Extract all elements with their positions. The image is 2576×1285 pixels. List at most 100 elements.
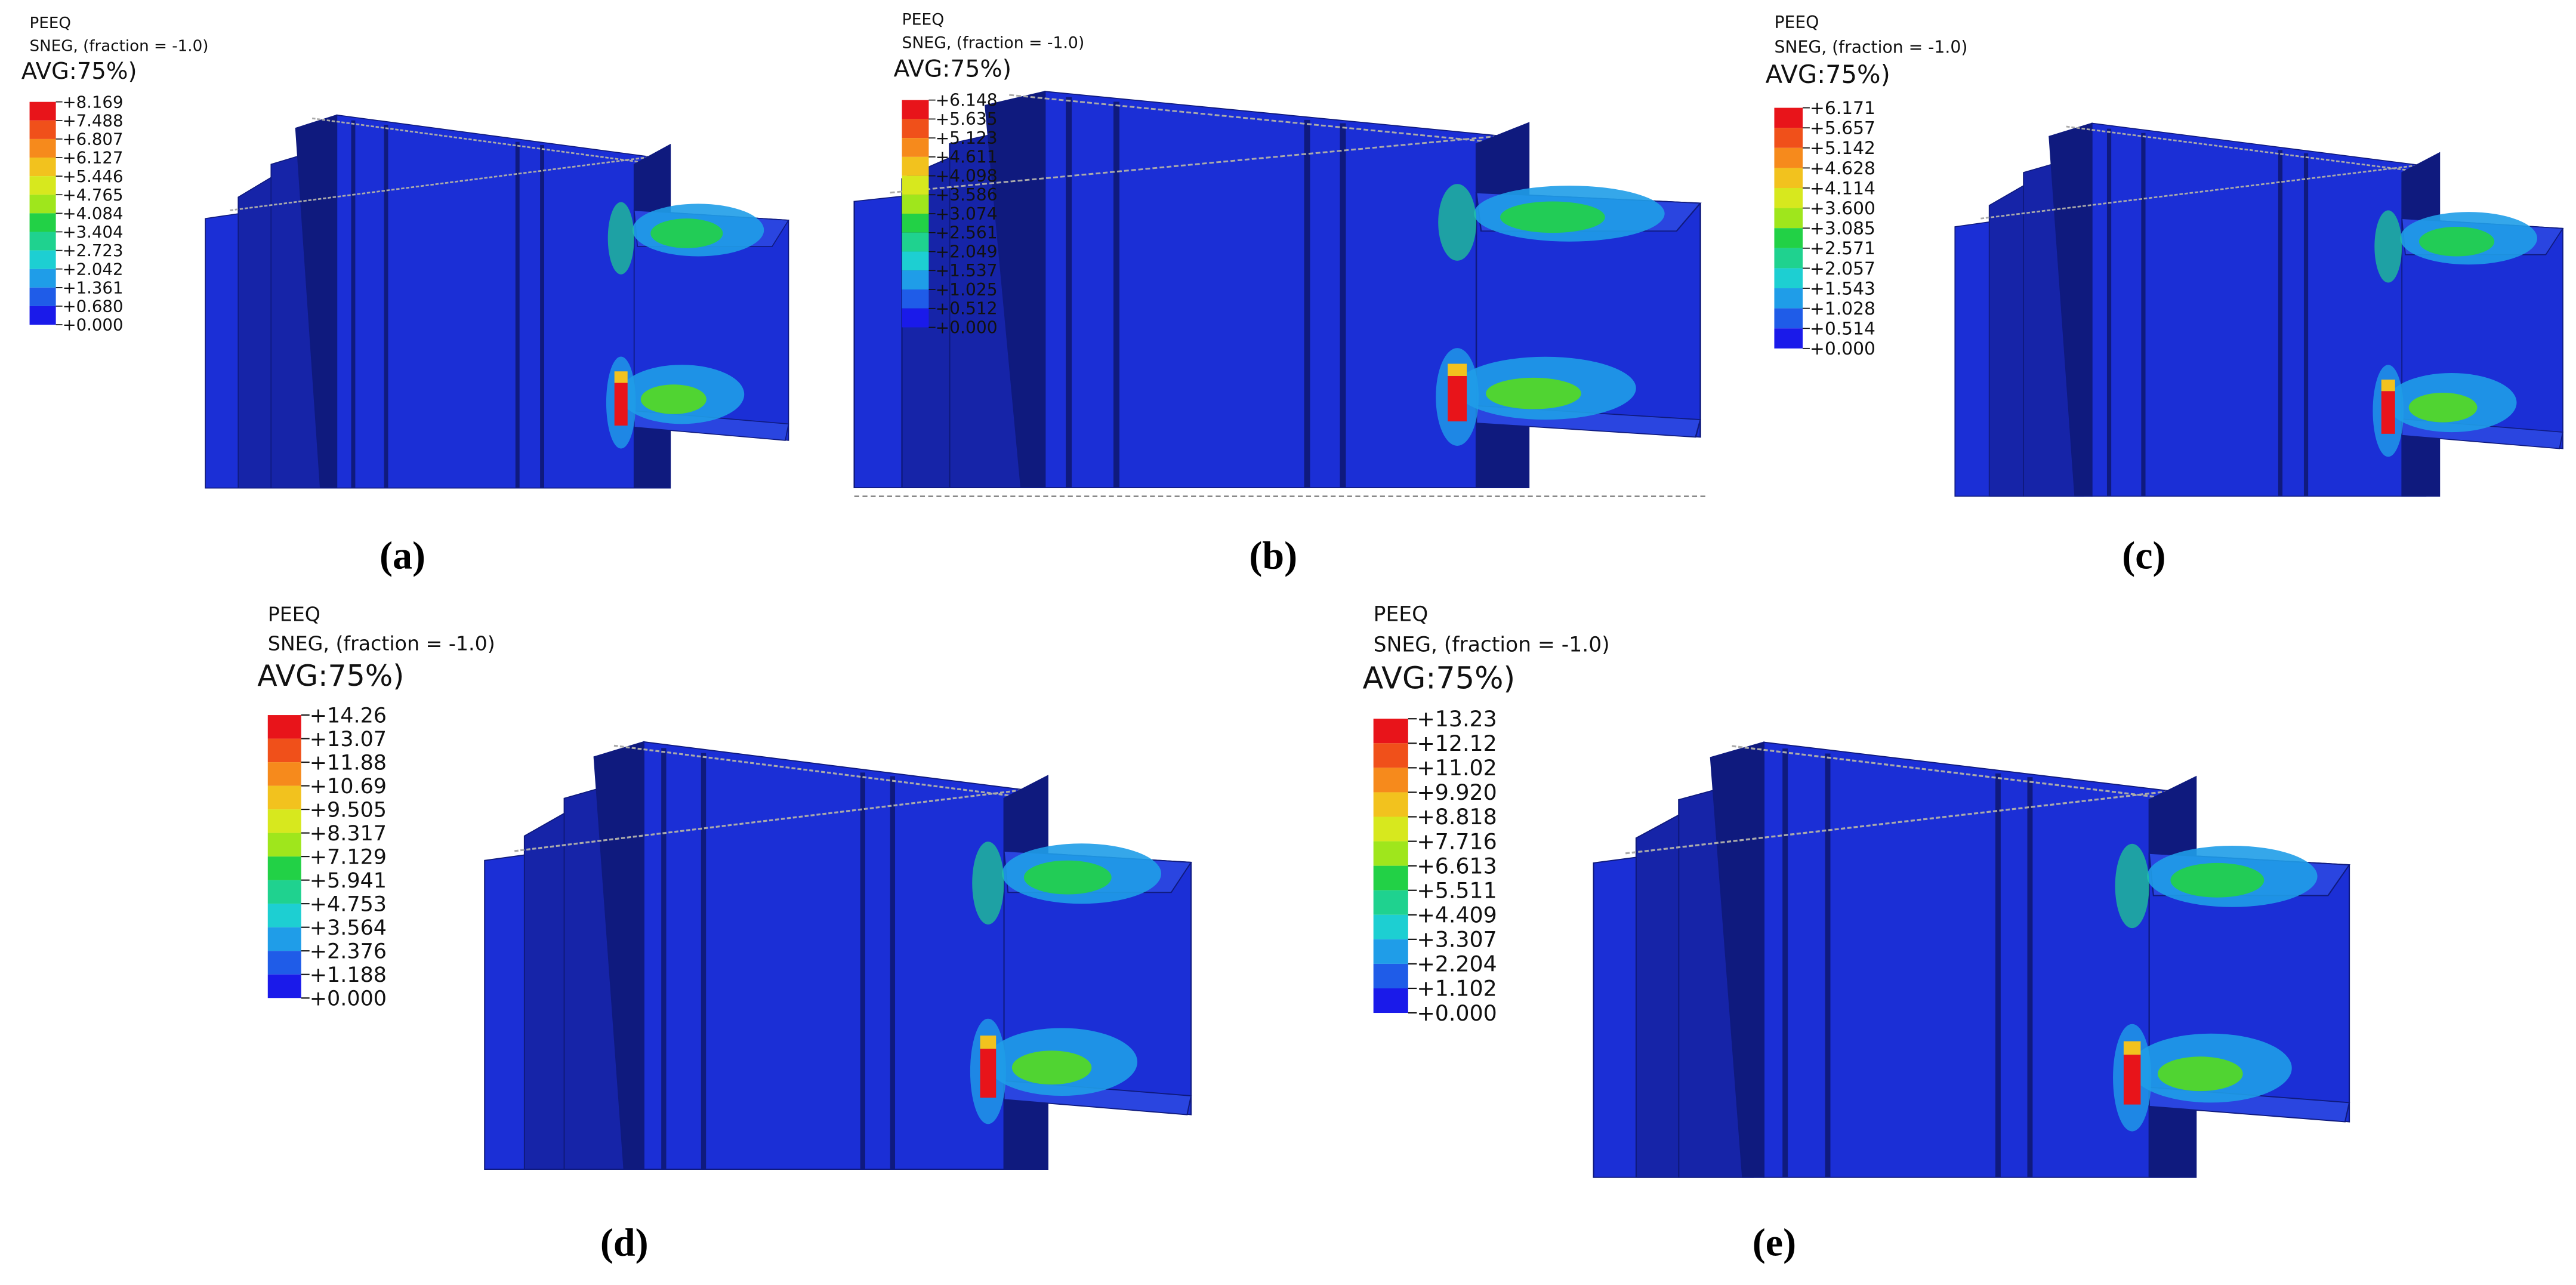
weld-line: [890, 134, 1510, 194]
contour: [2381, 379, 2395, 392]
legend-value: +0.000: [63, 316, 124, 335]
legend-value: +3.586: [936, 185, 998, 205]
legend-value: +7.129: [310, 845, 387, 869]
legend-bin: [902, 251, 929, 271]
panel-caption: (d): [600, 1221, 649, 1264]
legend-value: +2.057: [1810, 258, 1875, 279]
legend: PEEQ SNEG, (fraction = -1.0) AVG:75%) +8.16…: [21, 14, 209, 335]
legend-bin: [267, 738, 301, 763]
legend-bin: [267, 856, 301, 880]
legend-bin: [267, 809, 301, 833]
legend-bin: [1774, 248, 1803, 269]
weld-line: [514, 788, 1032, 852]
legend-bin: [29, 158, 56, 177]
legend-bin: [267, 904, 301, 927]
weld-line: [2066, 125, 2426, 174]
legend-value: +0.000: [936, 318, 998, 337]
legend-bin: [267, 833, 301, 857]
legend-value: +4.611: [936, 147, 998, 167]
panel-caption: (a): [380, 534, 425, 578]
fe-model: [205, 114, 789, 489]
legend-variable: PEEQ: [30, 14, 71, 32]
panel-caption: (c): [2122, 534, 2165, 578]
contour: [614, 371, 628, 383]
legend-value: +6.127: [63, 149, 124, 168]
legend-value: +9.505: [310, 798, 387, 822]
legend-value: +6.171: [1810, 98, 1875, 119]
legend-bin: [902, 308, 929, 328]
legend-value: +8.317: [310, 822, 387, 846]
legend-value: +4.409: [1417, 902, 1497, 928]
legend-value: +2.571: [1810, 238, 1875, 259]
legend-bin: [902, 100, 929, 119]
legend-bin: [29, 120, 56, 139]
legend-value: +0.512: [936, 299, 998, 319]
contour: [2418, 226, 2495, 257]
legend-section: SNEG, (fraction = -1.0): [902, 34, 1085, 53]
legend-value: +1.025: [936, 280, 998, 300]
legend-bin: [1373, 963, 1408, 988]
legend-value: +0.000: [1810, 338, 1875, 359]
legend-bin: [902, 232, 929, 252]
legend-bin: [1774, 328, 1803, 349]
legend-value: +3.564: [310, 916, 387, 940]
legend-bin: [29, 250, 56, 269]
contour: [607, 202, 634, 275]
weld-line: [613, 744, 1032, 800]
legend-value: +0.000: [1417, 1000, 1497, 1026]
legend-bin: [29, 195, 56, 214]
legend-bin: [267, 785, 301, 810]
legend-bin: [1373, 792, 1408, 817]
legend-bin: [1774, 288, 1803, 309]
legend-value: +14.26: [310, 704, 387, 728]
legend-bin: [267, 927, 301, 951]
legend-value: +4.753: [310, 892, 387, 916]
legend-value: +6.148: [936, 91, 998, 110]
legend-bin: [1774, 168, 1803, 189]
legend-bin: [29, 101, 56, 121]
legend-bin: [267, 762, 301, 786]
legend-bin: [1774, 268, 1803, 289]
contour-peak: [2381, 391, 2395, 434]
legend-bin: [1373, 816, 1408, 842]
legend-bin: [29, 176, 56, 195]
legend-value: +13.23: [1417, 706, 1497, 732]
legend-value: +3.404: [63, 223, 124, 242]
contour: [980, 1036, 997, 1049]
legend-bin: [902, 175, 929, 195]
contour: [640, 384, 707, 414]
contour: [2115, 843, 2149, 929]
weld-line: [1625, 789, 2179, 855]
contour: [1500, 201, 1605, 233]
legend-section: SNEG, (fraction = -1.0): [1774, 37, 1967, 57]
contour: [1438, 184, 1477, 261]
legend-value: +7.488: [63, 111, 124, 130]
legend-bin: [267, 951, 301, 975]
contour: [2374, 210, 2402, 283]
legend-value: +3.600: [1810, 198, 1875, 219]
legend-bin: [902, 156, 929, 176]
legend-bin: [902, 289, 929, 309]
legend-section: SNEG, (fraction = -1.0): [1374, 633, 1610, 657]
legend-averaging: AVG:75%): [1362, 660, 1515, 695]
legend-value: +4.084: [63, 204, 124, 223]
contour: [1011, 1050, 1092, 1085]
legend-bin: [902, 138, 929, 157]
legend-bin: [1774, 128, 1803, 148]
legend-bin: [902, 119, 929, 138]
legend-bin: [1774, 188, 1803, 208]
contour-peak: [1448, 375, 1467, 422]
legend-value: +1.188: [310, 963, 387, 987]
legend-bin: [267, 974, 301, 999]
legend-bin: [1774, 228, 1803, 248]
legend-value: +4.628: [1810, 158, 1875, 179]
legend-value: +5.123: [936, 128, 998, 148]
weld-line: [1980, 163, 2426, 220]
legend-value: +1.028: [1810, 298, 1875, 319]
legend-value: +5.511: [1417, 877, 1497, 903]
contour: [2408, 393, 2478, 423]
legend-value: +11.88: [310, 751, 387, 775]
legend-value: +9.920: [1417, 779, 1497, 805]
